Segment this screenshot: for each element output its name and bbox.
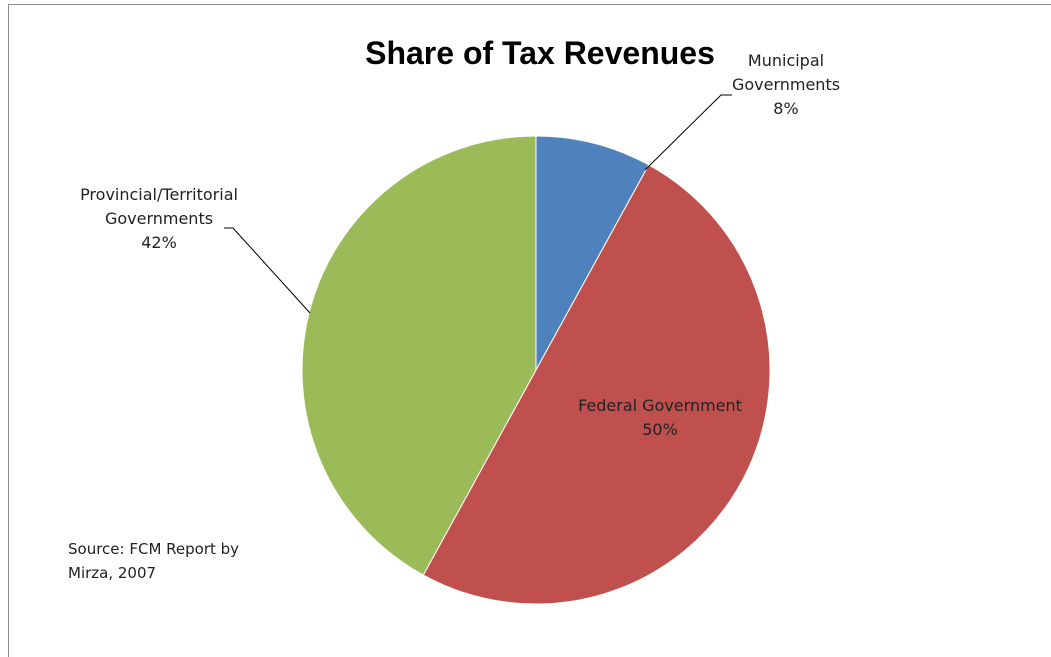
source-note: Source: FCM Report by Mirza, 2007	[68, 540, 244, 582]
leader-line	[224, 227, 311, 314]
slice-data-label: Provincial/Territorial Governments 42%	[80, 185, 238, 252]
pie-slices	[301, 135, 771, 605]
chart-title: Share of Tax Revenues	[365, 35, 715, 71]
slice-percent-label: 8%	[773, 99, 798, 118]
pie-slice	[422, 164, 771, 605]
slice-data-label: Municipal Governments 8%	[732, 51, 840, 118]
slice-percent-label: 42%	[141, 233, 177, 252]
slice-data-label: Federal Government 50%	[578, 396, 742, 439]
slice-category-label: Governments	[732, 75, 840, 94]
leader-line	[644, 94, 732, 171]
slice-percent-label: 50%	[642, 420, 678, 439]
slice-category-label: Governments	[105, 209, 213, 228]
source-line: Source: FCM Report by	[68, 540, 239, 558]
data-labels: Municipal Governments 8% Federal Government…	[80, 51, 840, 439]
slice-category-label: Federal Government	[578, 396, 742, 415]
source-line: Mirza, 2007	[68, 564, 156, 582]
leader-lines	[224, 94, 732, 314]
pie-slice	[535, 135, 650, 371]
slice-category-label: Municipal	[748, 51, 824, 70]
slice-category-label: Provincial/Territorial	[80, 185, 238, 204]
